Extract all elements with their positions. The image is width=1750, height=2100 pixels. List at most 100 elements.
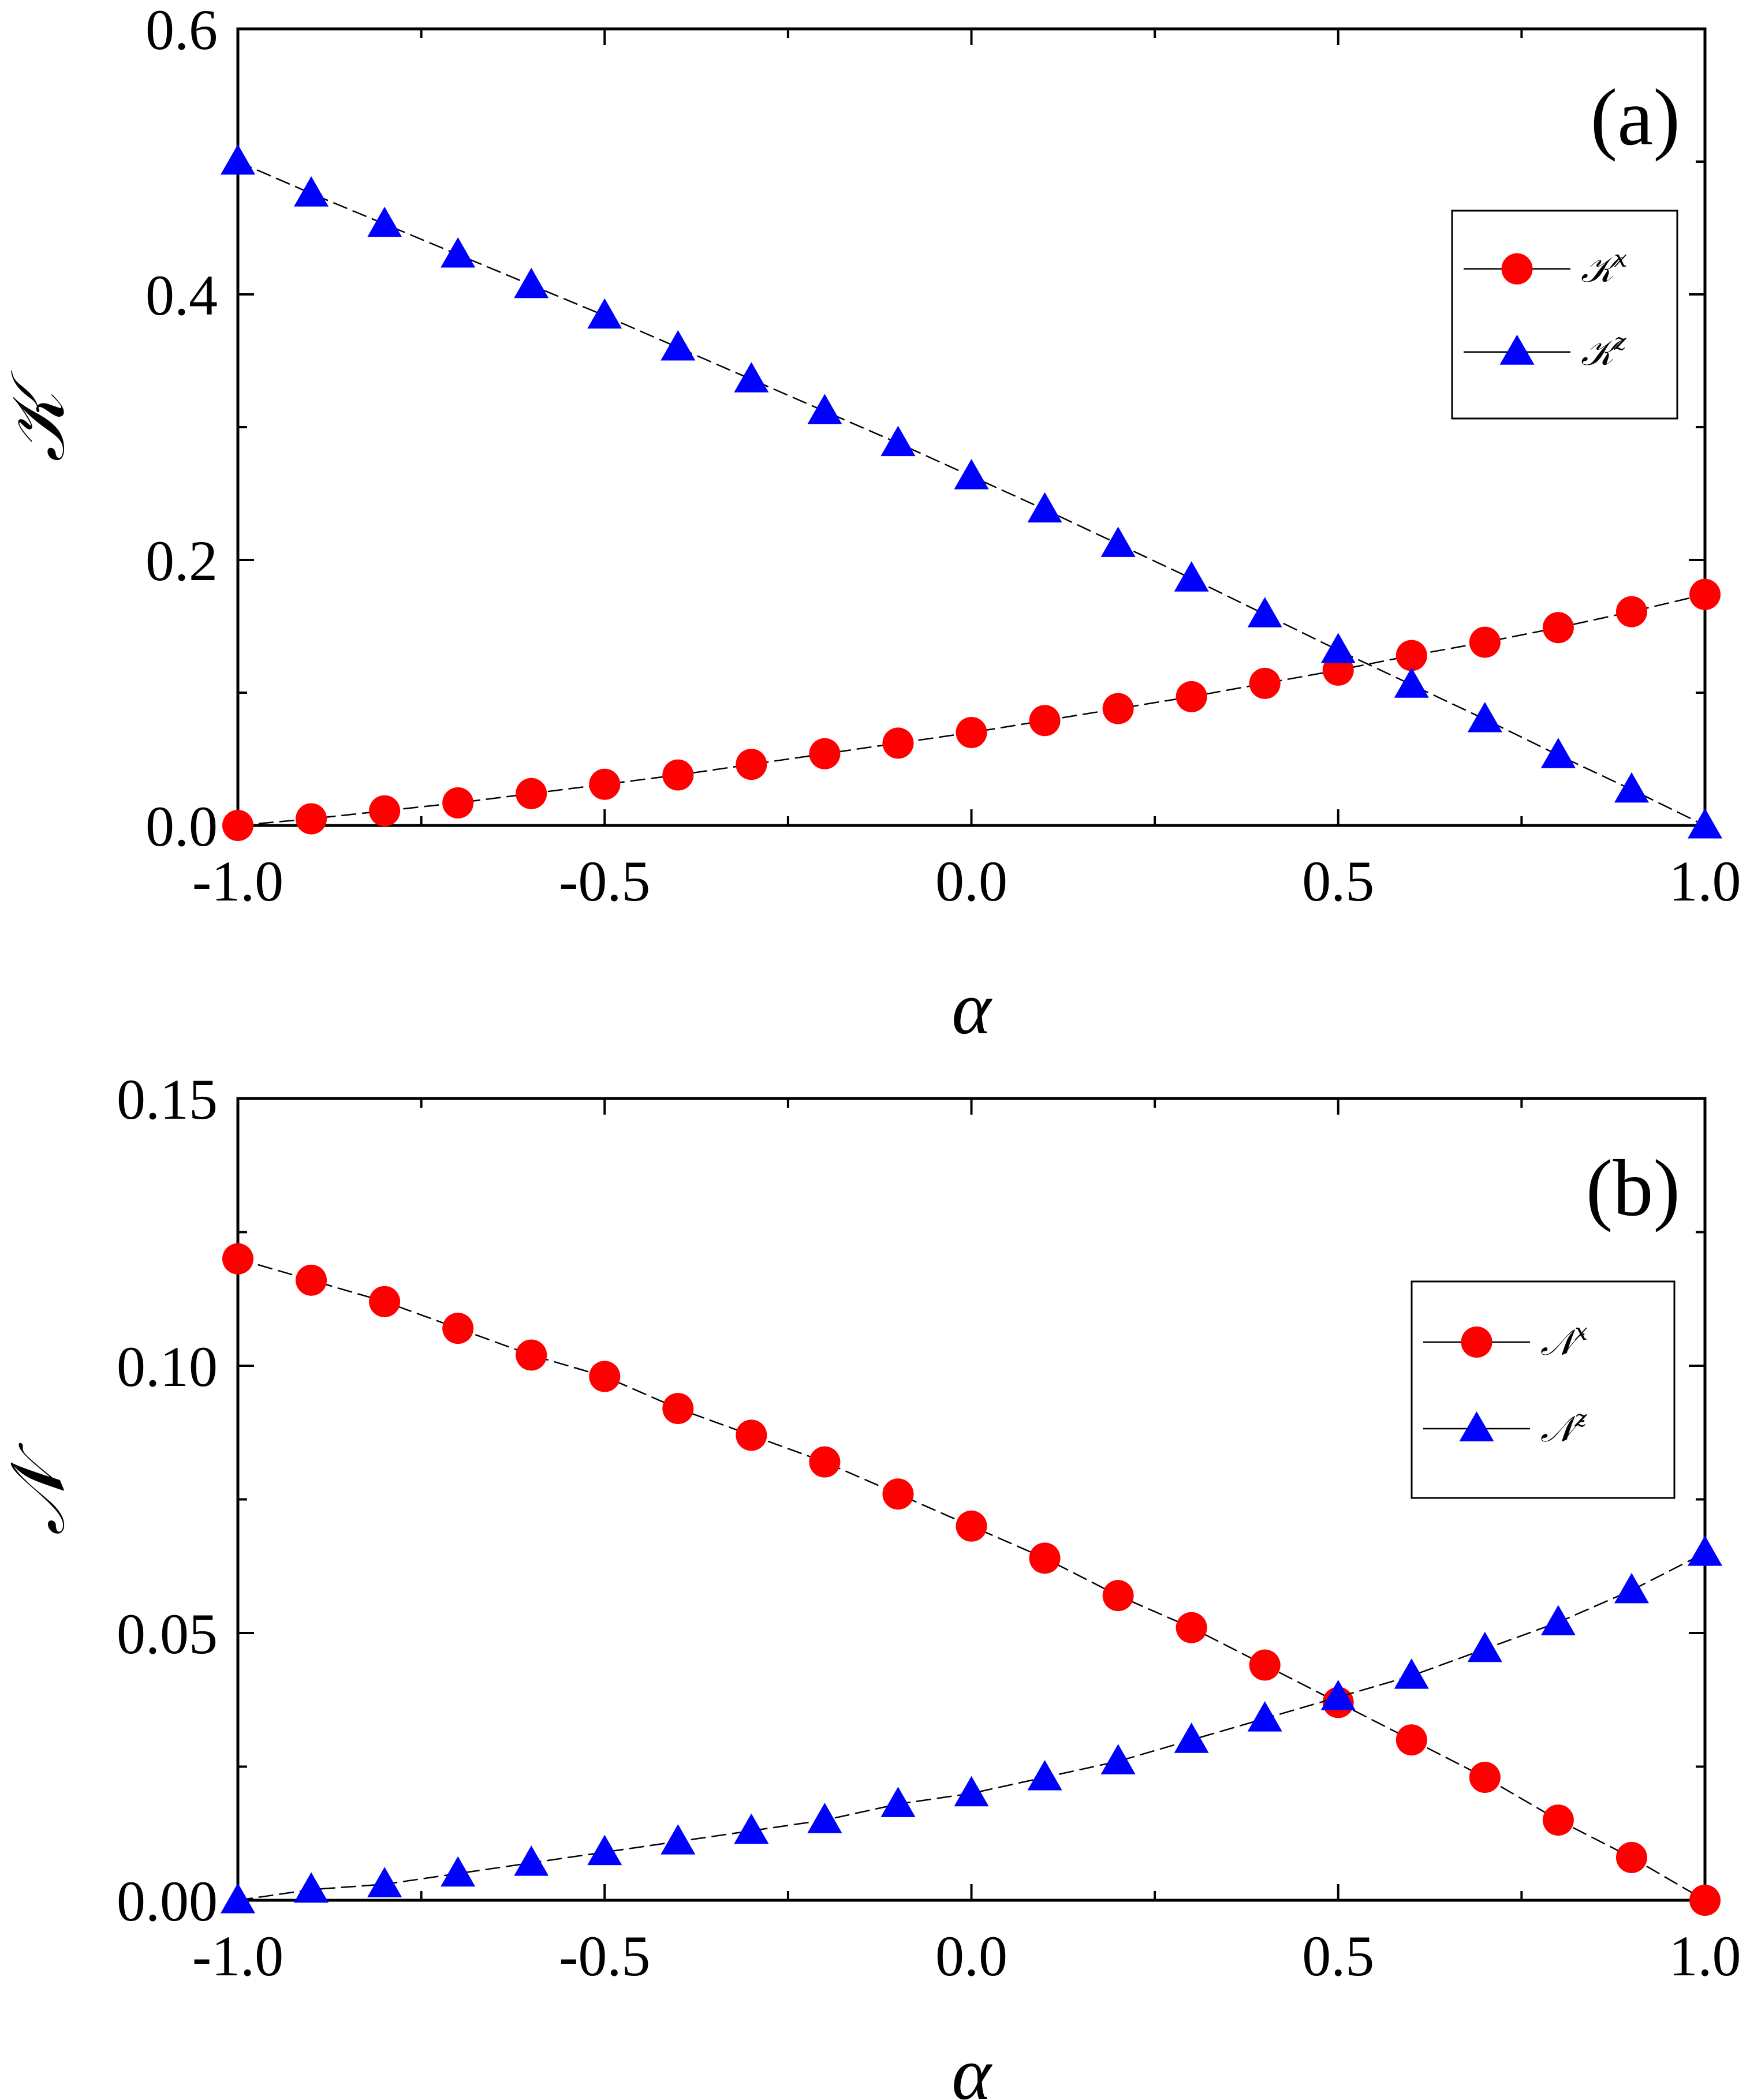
data-point: [1542, 612, 1574, 644]
data-point: [516, 778, 547, 809]
data-point: [296, 1264, 327, 1296]
data-point: [1469, 1762, 1501, 1793]
data-point: [1174, 1722, 1209, 1753]
x-tick-label: 1.0: [1669, 1924, 1741, 1988]
data-point: [1247, 597, 1282, 627]
data-point: [1615, 1841, 1647, 1873]
panel-b: -1.0 -0.5 0.0 0.5 1.0 0.00 0.05 0.10 0.15 α 𝒩 (b) 𝒩x…: [0, 1067, 1741, 2100]
data-point: [734, 1813, 769, 1844]
data-point: [882, 727, 914, 759]
data-point: [589, 1361, 621, 1392]
data-point: [442, 1313, 474, 1344]
y-tick-label: 0.00: [117, 1869, 218, 1933]
y-axis-label: 𝒦: [0, 370, 80, 462]
data-point: [369, 795, 401, 827]
data-point: [809, 738, 841, 769]
series-line: [237, 1552, 1706, 1901]
x-tick-label: 1.0: [1669, 849, 1741, 913]
data-point: [587, 1834, 622, 1866]
data-point: [1395, 1724, 1427, 1756]
data-point: [1540, 738, 1576, 768]
data-point: [1467, 702, 1502, 733]
data-point: [294, 1872, 329, 1903]
data-point: [1247, 1701, 1282, 1732]
y-tick-label: 0.6: [145, 0, 218, 62]
data-point: [956, 1510, 987, 1542]
x-tick-label: -1.0: [192, 849, 283, 913]
data-point: [661, 330, 696, 361]
x-tick-label: 0.0: [935, 849, 1008, 913]
y-tick-label: 0.4: [145, 263, 218, 327]
data-point: [1689, 578, 1721, 610]
data-point: [1102, 1580, 1134, 1612]
data-point: [807, 1803, 842, 1833]
data-point: [807, 394, 842, 424]
data-point: [1176, 681, 1207, 712]
legend-box: [1451, 210, 1678, 420]
data-point: [1029, 1542, 1061, 1574]
data-point: [367, 207, 402, 237]
data-point: [1467, 1631, 1502, 1662]
data-point: [1174, 561, 1209, 592]
data-point: [736, 749, 767, 780]
series-z: [221, 144, 1722, 839]
data-point: [954, 1776, 989, 1807]
y-tick-label: 0.10: [117, 1335, 218, 1399]
data-point: [1395, 640, 1427, 671]
data-point: [441, 237, 476, 268]
data-point: [1100, 1744, 1136, 1774]
data-point: [1100, 526, 1136, 557]
x-tick-label: 0.5: [1302, 1924, 1374, 1988]
data-point: [221, 144, 255, 175]
data-point: [294, 176, 329, 207]
data-point: [516, 1339, 547, 1371]
data-point: [367, 1867, 402, 1897]
data-point: [1102, 693, 1134, 724]
x-tick-label: -1.0: [192, 1924, 283, 1988]
data-point: [736, 1419, 767, 1451]
data-point: [1688, 1535, 1722, 1566]
data-point: [442, 787, 474, 819]
data-point: [587, 298, 622, 329]
data-point: [514, 1845, 549, 1876]
data-point: [1540, 1605, 1576, 1635]
data-point: [662, 759, 694, 791]
y-tick-label: 0.15: [117, 1067, 218, 1131]
data-point: [1615, 596, 1647, 627]
data-point: [1249, 1649, 1281, 1681]
legend-box: [1411, 1280, 1676, 1499]
panel-label: (a): [1591, 73, 1680, 162]
x-tick-label: -0.5: [559, 849, 650, 913]
data-point: [1320, 1680, 1356, 1710]
data-point: [734, 362, 769, 393]
x-axis-label: α: [952, 2032, 992, 2100]
data-point: [1027, 1760, 1062, 1791]
data-point: [369, 1286, 401, 1317]
data-point: [1394, 667, 1429, 698]
data-point: [662, 1393, 694, 1425]
x-tick-label: 0.5: [1302, 849, 1374, 913]
data-point: [1029, 705, 1061, 737]
legend-marker: [1499, 334, 1535, 365]
x-tick-label: 0.0: [935, 1924, 1008, 1988]
y-tick-label: 0.2: [145, 529, 218, 593]
series-z: [221, 1535, 1722, 1914]
panel-label: (b): [1586, 1144, 1680, 1233]
data-point: [880, 425, 916, 457]
data-point: [296, 803, 327, 835]
data-point: [222, 1243, 253, 1275]
data-point: [1394, 1658, 1429, 1689]
data-point: [882, 1478, 914, 1510]
data-point: [222, 810, 253, 841]
data-point: [661, 1824, 696, 1855]
data-point: [1469, 626, 1501, 658]
data-point: [221, 1883, 255, 1914]
legend-marker: [1461, 1326, 1492, 1358]
data-point: [1688, 808, 1722, 839]
data-point: [1027, 492, 1062, 523]
series-x: [222, 578, 1721, 841]
data-point: [1176, 1612, 1207, 1643]
